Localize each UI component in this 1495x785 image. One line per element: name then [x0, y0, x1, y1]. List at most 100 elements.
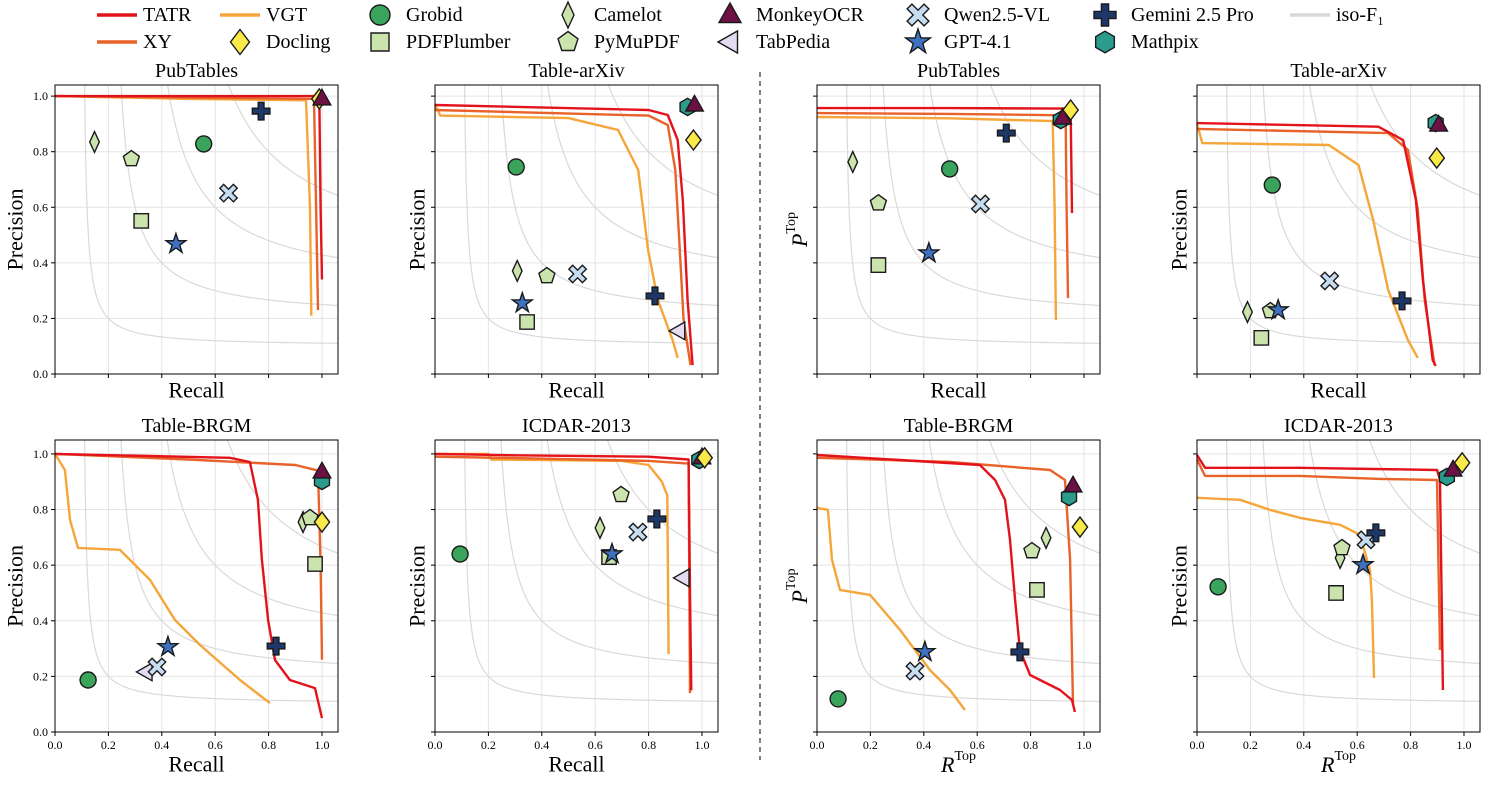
iso-f1-curve	[84, 440, 338, 702]
y-axis-label: Precision	[405, 545, 430, 627]
iso-f1-curve	[1226, 440, 1480, 702]
x-tick-label: 0.6	[588, 738, 603, 752]
subplot-title: ICDAR-2013	[522, 415, 631, 437]
iso-f1-curve	[846, 85, 1100, 344]
legend-marker	[557, 30, 579, 52]
pr-curve	[816, 453, 1077, 713]
pr-curve	[434, 452, 693, 691]
pr-curve	[433, 103, 679, 359]
legend-marker	[716, 29, 739, 55]
iso-f1-curve	[1226, 85, 1480, 344]
method-point	[313, 510, 331, 534]
method-point	[195, 135, 213, 153]
legend-label: GPT-4.1	[944, 31, 1012, 53]
method-point	[1453, 451, 1471, 474]
x-tick-label: 0.0	[48, 738, 63, 752]
legend-label: Docling	[266, 31, 330, 53]
legend-marker	[1094, 30, 1116, 54]
legend-label: TabPedia	[756, 31, 830, 53]
pr-curve	[1196, 121, 1437, 367]
y-axis-label: Precision	[405, 189, 430, 271]
subplot: Table-arXiv	[431, 60, 719, 378]
subplot-title: Table-BRGM	[142, 415, 252, 437]
iso-f1-curve	[84, 85, 338, 344]
iso-f1-curve	[166, 85, 338, 259]
subplot-title: ICDAR-2013	[1284, 415, 1393, 437]
legend-label: Grobid	[406, 4, 463, 26]
x-axis-label-sup: Top	[1334, 749, 1356, 764]
x-axis-label: Recall	[930, 378, 986, 403]
subplot: 0.0 0.2 0.4 0.6 0.8 1.0 ICDAR-2013	[428, 415, 719, 752]
method-point	[1010, 642, 1030, 662]
method-point	[311, 87, 332, 106]
method-point	[1366, 523, 1386, 543]
x-axis-label: RTop	[940, 749, 976, 777]
method-point	[1062, 98, 1080, 122]
legend-label: Mathpix	[1131, 31, 1199, 53]
x-tick-label: 0.4	[916, 738, 931, 752]
subplot-title: PubTables	[917, 60, 1000, 82]
iso-f1-curve	[166, 440, 338, 617]
y-tick-label: 1.0	[33, 89, 48, 103]
method-point	[1253, 329, 1270, 346]
subplot-title: PubTables	[155, 60, 238, 82]
pr-curve	[434, 108, 692, 366]
method-point	[538, 266, 556, 284]
iso-f1-curve	[882, 440, 1100, 664]
method-point	[163, 231, 188, 255]
x-tick-label: 0.2	[101, 738, 116, 752]
legend-label: VGT	[266, 4, 307, 26]
y-tick-label: 1.0	[33, 447, 48, 461]
method-point	[940, 160, 959, 178]
y-tick-label: 0.6	[33, 200, 48, 214]
x-tick-label: 0.6	[208, 738, 223, 752]
pr-curve	[435, 452, 670, 655]
method-point	[612, 485, 630, 503]
subplot-title: Table-arXiv	[528, 60, 624, 82]
method-point	[696, 446, 714, 469]
subplot: 0.0 0.2 0.4 0.6 0.8 1.0 ICDAR-2013	[1190, 415, 1481, 752]
method-point	[1241, 299, 1254, 325]
method-point	[218, 183, 239, 203]
method-point	[667, 320, 686, 341]
iso-f1-curve	[1308, 440, 1480, 617]
x-axis-label: Recall	[168, 378, 224, 403]
pr-curve	[434, 103, 694, 366]
method-point	[1071, 515, 1089, 539]
y-axis-label: Precision	[3, 189, 28, 271]
method-point	[519, 314, 536, 330]
iso-f1-curve	[464, 85, 718, 344]
x-tick-label: 0.0	[1190, 738, 1205, 752]
iso-f1-curve	[500, 440, 718, 664]
x-tick-label: 0.6	[970, 738, 985, 752]
legend-marker	[229, 28, 251, 56]
y-axis-label: Precision	[1167, 189, 1192, 271]
x-axis-label: Recall	[168, 752, 224, 777]
axes-frame	[816, 84, 1101, 375]
pr-curve	[55, 94, 324, 280]
subplot: Table-arXiv	[1193, 60, 1481, 378]
iso-f1-curve	[1369, 85, 1480, 196]
method-point	[996, 123, 1016, 143]
iso-f1-curve	[928, 440, 1100, 617]
legend-marker	[370, 32, 390, 52]
y-axis-label: PTop	[784, 568, 812, 604]
axes-frame	[54, 439, 339, 733]
y-tick-label: 0.0	[33, 725, 48, 739]
method-point	[1443, 459, 1464, 477]
x-tick-label: 0.4	[154, 738, 169, 752]
x-tick-label: 0.8	[1023, 738, 1038, 752]
y-tick-label: 0.2	[33, 669, 48, 683]
x-tick-label: 0.8	[1403, 738, 1418, 752]
subplot-title: Table-BRGM	[904, 415, 1014, 437]
x-axis-label-base: R	[1320, 752, 1335, 777]
method-point	[645, 286, 665, 306]
x-tick-label: 0.8	[641, 738, 656, 752]
iso-f1-curve	[227, 85, 338, 196]
legend-marker	[561, 0, 575, 30]
method-point	[1023, 541, 1041, 559]
legend-label: Qwen2.5-VL	[944, 4, 1050, 26]
method-point	[970, 194, 991, 214]
method-point	[301, 508, 319, 526]
pr-curve	[1195, 123, 1419, 359]
